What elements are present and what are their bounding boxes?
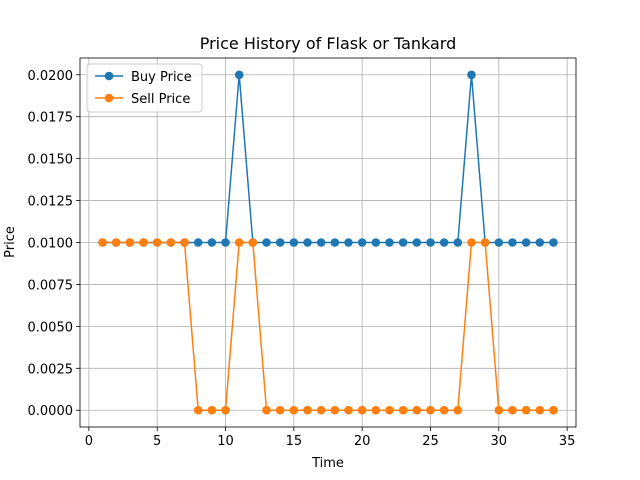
series-0-point — [426, 238, 435, 247]
series-1-point — [152, 238, 162, 247]
y-tick-label: 0.0100 — [28, 237, 74, 252]
series-1-point — [139, 238, 148, 247]
x-tick-label: 15 — [286, 434, 303, 449]
series-1-point — [166, 238, 176, 247]
series-0-point — [344, 238, 353, 247]
series-0-point — [521, 238, 531, 247]
legend: Buy Price Sell Price — [86, 63, 203, 113]
series-1-point — [125, 238, 135, 247]
series-1-point — [467, 238, 476, 247]
series-0-point — [275, 238, 285, 247]
series-0-point — [467, 70, 476, 80]
series-0-point — [398, 238, 408, 247]
legend-marker-0 — [104, 71, 114, 81]
series-1-point — [207, 405, 217, 415]
legend-label-0: Buy Price — [131, 70, 192, 85]
series-0-point — [453, 238, 463, 247]
series-0-point — [412, 238, 422, 247]
series-0-point — [494, 238, 504, 247]
series-1-point — [221, 405, 230, 415]
legend-marker-1 — [104, 93, 114, 103]
series-0-point — [289, 238, 299, 247]
series-1-point — [426, 405, 435, 415]
series-1-point — [344, 405, 353, 415]
x-tick-label: 30 — [491, 434, 508, 449]
y-tick-label: 0.0025 — [28, 362, 74, 377]
series-1-point — [330, 405, 340, 415]
x-tick-label: 20 — [354, 434, 371, 449]
y-tick-label: 0.0150 — [28, 153, 74, 168]
series-1-point — [98, 238, 107, 247]
series-0-point — [316, 238, 326, 247]
series-0-point — [262, 238, 271, 247]
series-0-point — [207, 238, 217, 247]
series-1-point — [439, 405, 449, 415]
series-1-point — [262, 405, 271, 415]
series-1-point — [385, 405, 394, 415]
series-1-point — [494, 405, 504, 415]
ticks-layer: 0 5 10 15 20 25 30 35 0.0000 0.0025 0.0050 0.0075 0.… — [28, 69, 576, 449]
y-tick-label: 0.0000 — [28, 404, 74, 419]
y-tick-label: 0.0175 — [28, 111, 74, 126]
y-tick-label: 0.0125 — [28, 195, 74, 210]
series-0-point — [439, 238, 449, 247]
x-tick-label: 25 — [422, 434, 439, 449]
series-0-point — [221, 238, 230, 247]
series-1-point — [180, 238, 189, 247]
series-0-point — [535, 238, 545, 247]
x-tick-label: 10 — [217, 434, 234, 449]
series-0-point — [371, 238, 381, 247]
series-1-point — [316, 405, 326, 415]
y-tick-label: 0.0200 — [28, 69, 74, 84]
series-layer — [98, 70, 558, 415]
series-1-point — [193, 405, 203, 415]
series-1-point — [549, 405, 558, 415]
legend-label-1: Sell Price — [131, 92, 190, 107]
series-1-point — [111, 238, 121, 247]
series-0-point — [193, 238, 203, 247]
series-1-point — [357, 405, 367, 415]
series-0-point — [508, 238, 517, 247]
series-1-point — [521, 405, 531, 415]
series-1-point — [535, 405, 545, 415]
series-0-point — [234, 70, 244, 80]
x-tick-label: 35 — [559, 434, 576, 449]
y-tick-label: 0.0050 — [28, 320, 74, 335]
series-1-point — [248, 238, 258, 247]
series-1-point — [303, 405, 312, 415]
series-1-point — [480, 238, 490, 247]
series-0-point — [303, 238, 312, 247]
y-axis-label: Price — [3, 226, 18, 258]
series-0-point — [357, 238, 367, 247]
x-tick-label: 5 — [153, 434, 161, 449]
series-1-point — [289, 405, 299, 415]
series-1-point — [371, 405, 381, 415]
x-tick-label: 0 — [85, 434, 93, 449]
series-0-point — [330, 238, 340, 247]
series-1-point — [508, 405, 517, 415]
series-line-1 — [102, 241, 554, 411]
series-1-point — [234, 238, 244, 247]
series-1-point — [275, 405, 285, 415]
x-axis-label: Time — [311, 456, 344, 471]
series-0-point — [385, 238, 394, 247]
y-tick-label: 0.0075 — [28, 278, 74, 293]
series-1-point — [412, 405, 422, 415]
chart-title: Price History of Flask or Tankard — [200, 34, 457, 53]
series-1-point — [398, 405, 408, 415]
series-1-point — [453, 405, 463, 415]
series-0-point — [549, 238, 558, 247]
